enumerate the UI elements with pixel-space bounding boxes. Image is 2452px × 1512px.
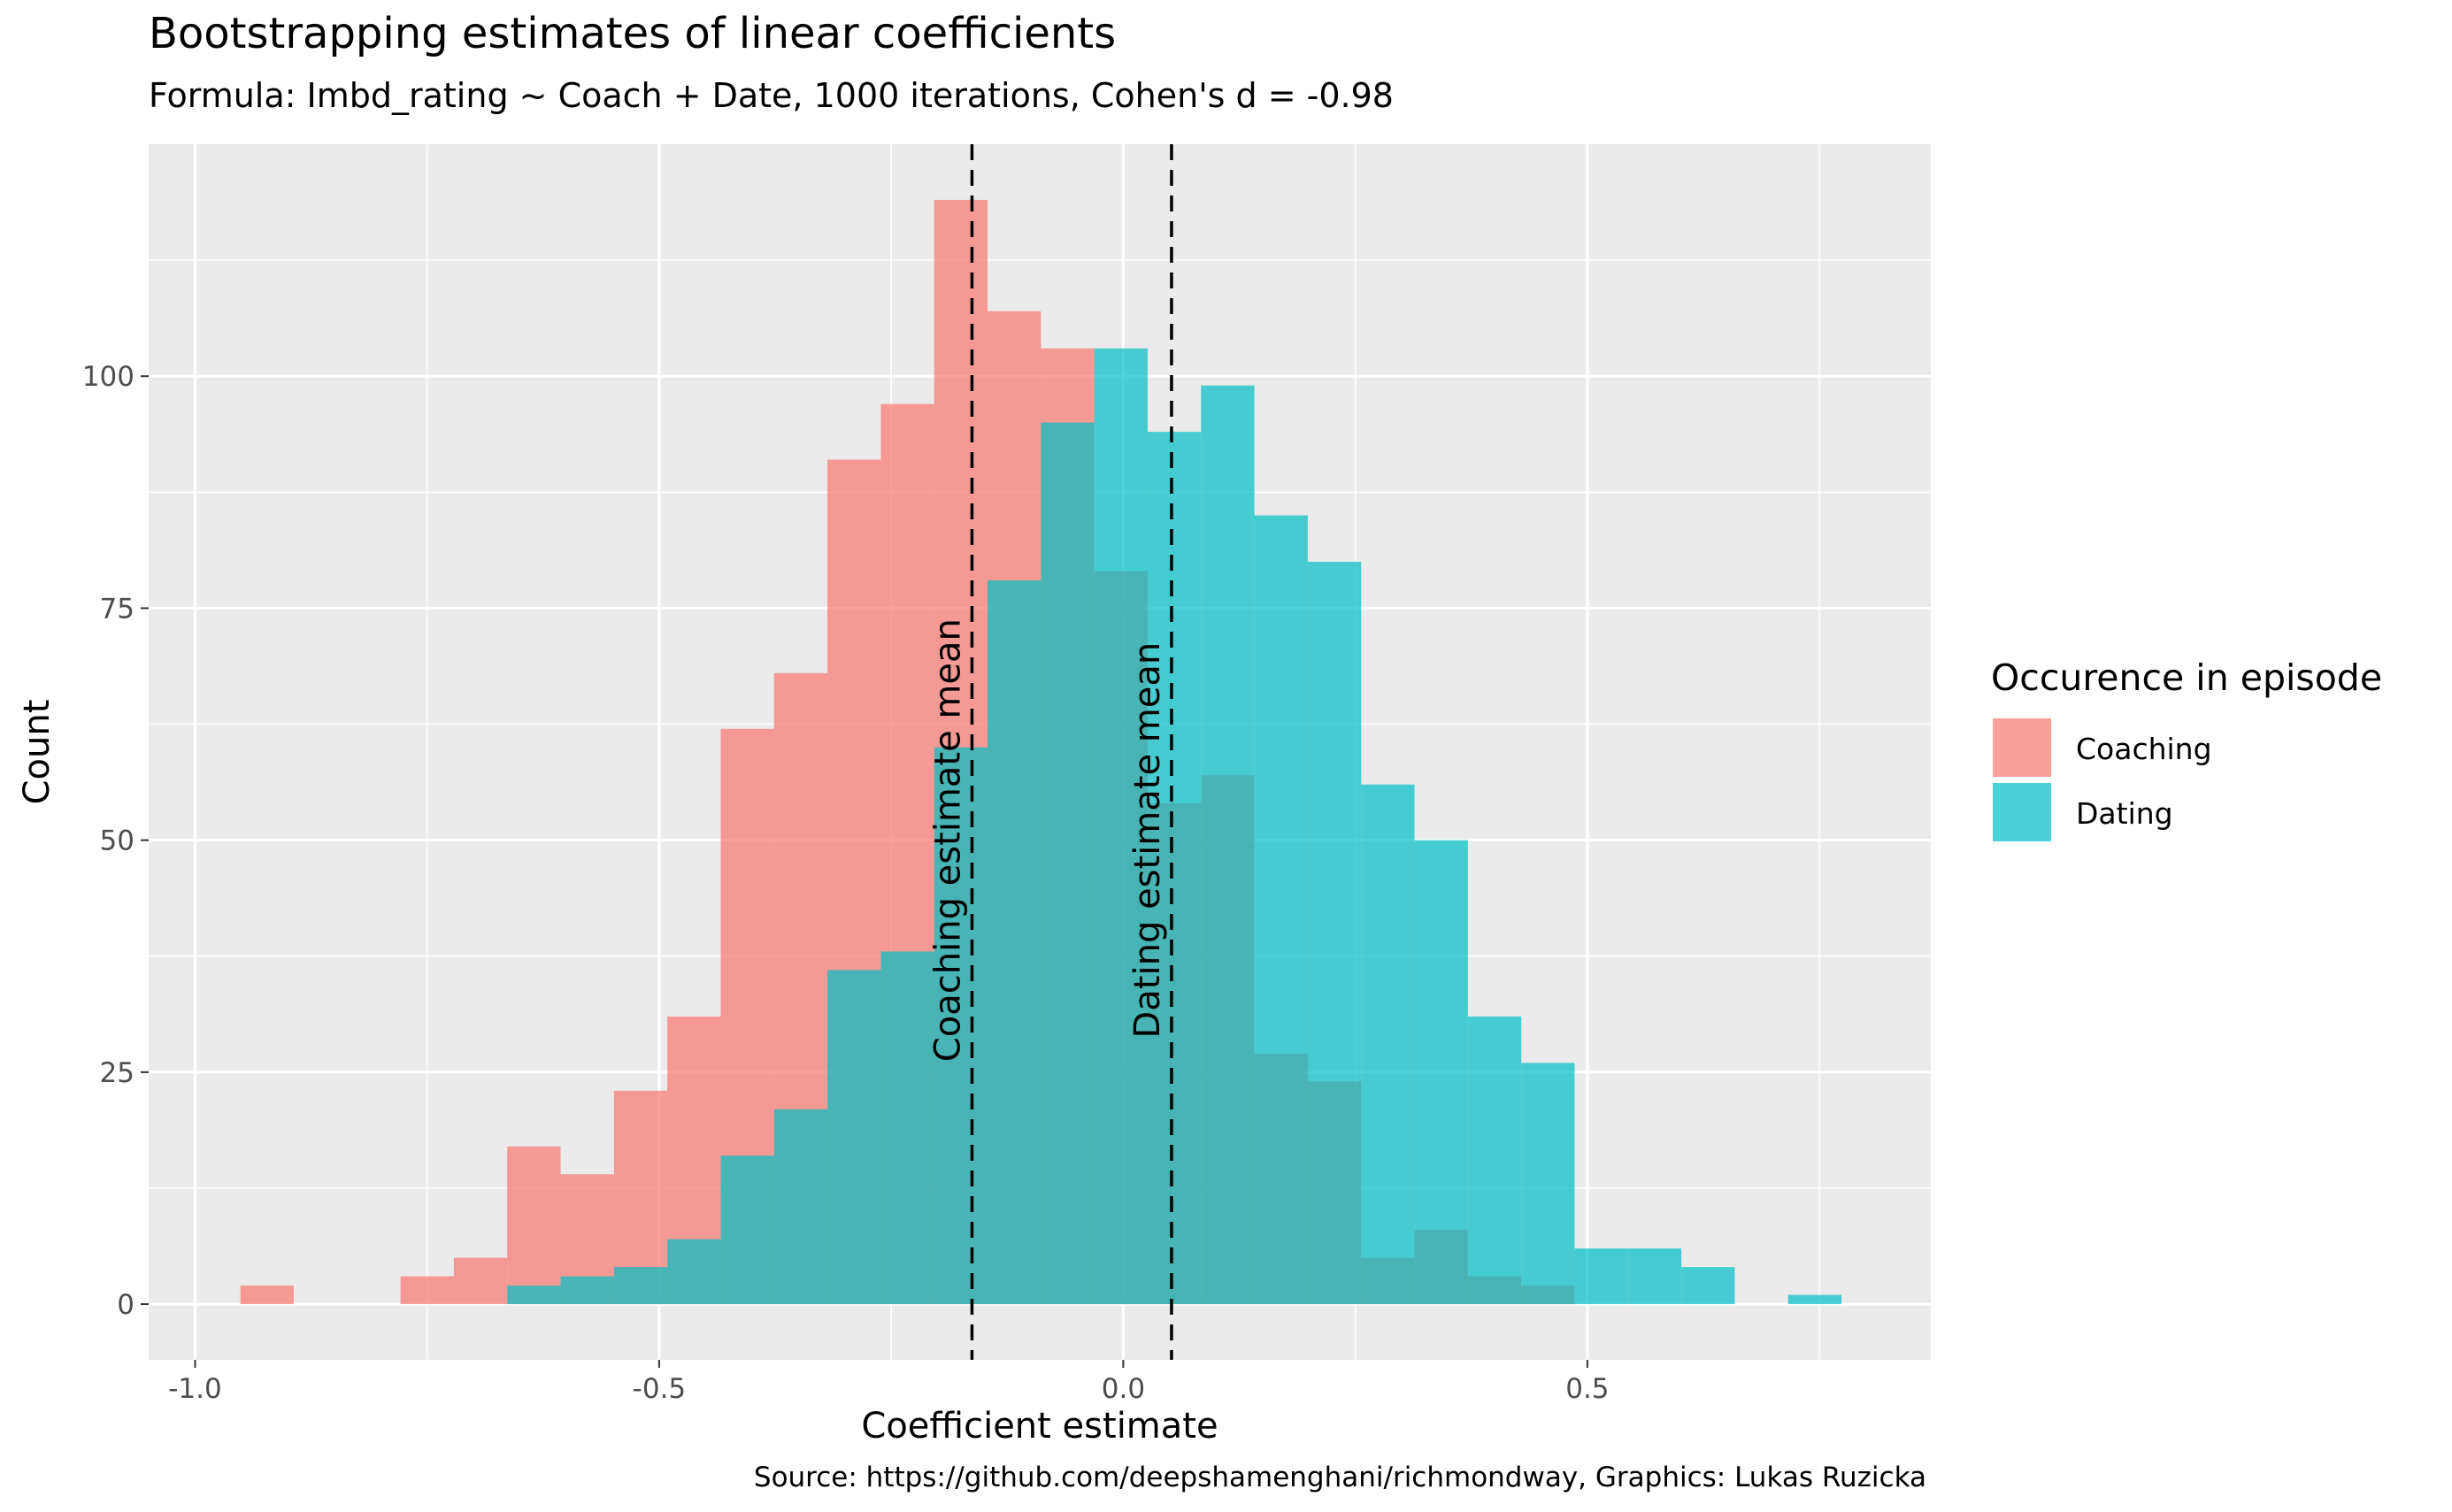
histogram-bars	[240, 199, 1842, 1305]
bar-dating	[1041, 422, 1095, 1305]
chart-caption: Source: https://github.com/deepshamengha…	[753, 1462, 1926, 1493]
legend-title: Occurence in episode	[1991, 656, 2382, 699]
bar-coaching	[240, 1286, 294, 1305]
bar-dating	[1681, 1267, 1735, 1305]
mean-label-coaching: Coaching estimate mean	[927, 618, 968, 1062]
bar-dating	[1414, 840, 1468, 1305]
bar-dating	[1094, 348, 1148, 1305]
bar-dating	[560, 1276, 614, 1305]
bar-dating	[1521, 1063, 1575, 1305]
x-tick-label: -1.0	[168, 1373, 222, 1405]
bar-dating	[827, 970, 881, 1305]
mean-label-dating: Dating estimate mean	[1127, 642, 1168, 1039]
legend-key-dating	[1993, 783, 2051, 841]
x-tick-label: 0.0	[1102, 1373, 1145, 1405]
bar-dating	[507, 1286, 561, 1305]
bar-dating	[613, 1267, 668, 1305]
bar-dating	[934, 747, 988, 1305]
reference-lines: Coaching estimate mean Dating estimate me…	[927, 144, 1173, 1360]
chart-subtitle: Formula: Imbd_rating ~ Coach + Date, 100…	[149, 76, 1394, 115]
chart-title: Bootstrapping estimates of linear coeffi…	[149, 9, 1117, 58]
legend-label-dating: Dating	[2076, 796, 2173, 831]
bar-dating	[988, 579, 1042, 1305]
bar-dating	[1574, 1248, 1628, 1305]
bar-dating	[1787, 1294, 1842, 1305]
bar-dating	[667, 1239, 721, 1305]
bar-dating	[720, 1155, 774, 1305]
y-axis-title: Count	[17, 700, 58, 805]
x-axis-ticks: -1.0 -0.5 0.0 0.5	[168, 1360, 1610, 1405]
bar-dating	[1201, 385, 1255, 1305]
y-tick-label: 100	[82, 361, 135, 393]
y-tick-label: 50	[100, 825, 135, 857]
bar-coaching	[453, 1257, 508, 1305]
legend: Occurence in episode Coaching Dating	[1991, 656, 2382, 841]
x-tick-label: 0.5	[1565, 1373, 1609, 1405]
bar-dating	[1467, 1016, 1522, 1305]
y-tick-label: 25	[100, 1057, 135, 1089]
bar-coaching	[400, 1276, 454, 1305]
y-tick-label: 75	[100, 593, 135, 625]
bar-coaching	[507, 1146, 561, 1305]
y-axis-ticks: 0 25 50 75 100	[82, 361, 149, 1321]
y-tick-label: 0	[117, 1289, 135, 1321]
legend-key-coaching	[1993, 718, 2051, 777]
bar-dating	[880, 951, 934, 1305]
bar-dating	[1254, 515, 1308, 1305]
bar-dating	[1147, 432, 1202, 1305]
bar-dating	[773, 1109, 828, 1305]
x-axis-title: Coefficient estimate	[861, 1406, 1218, 1447]
bar-dating	[1307, 561, 1362, 1305]
x-tick-label: -0.5	[633, 1373, 687, 1405]
legend-label-coaching: Coaching	[2076, 732, 2212, 766]
bar-dating	[1361, 784, 1415, 1305]
bar-dating	[1627, 1248, 1682, 1305]
